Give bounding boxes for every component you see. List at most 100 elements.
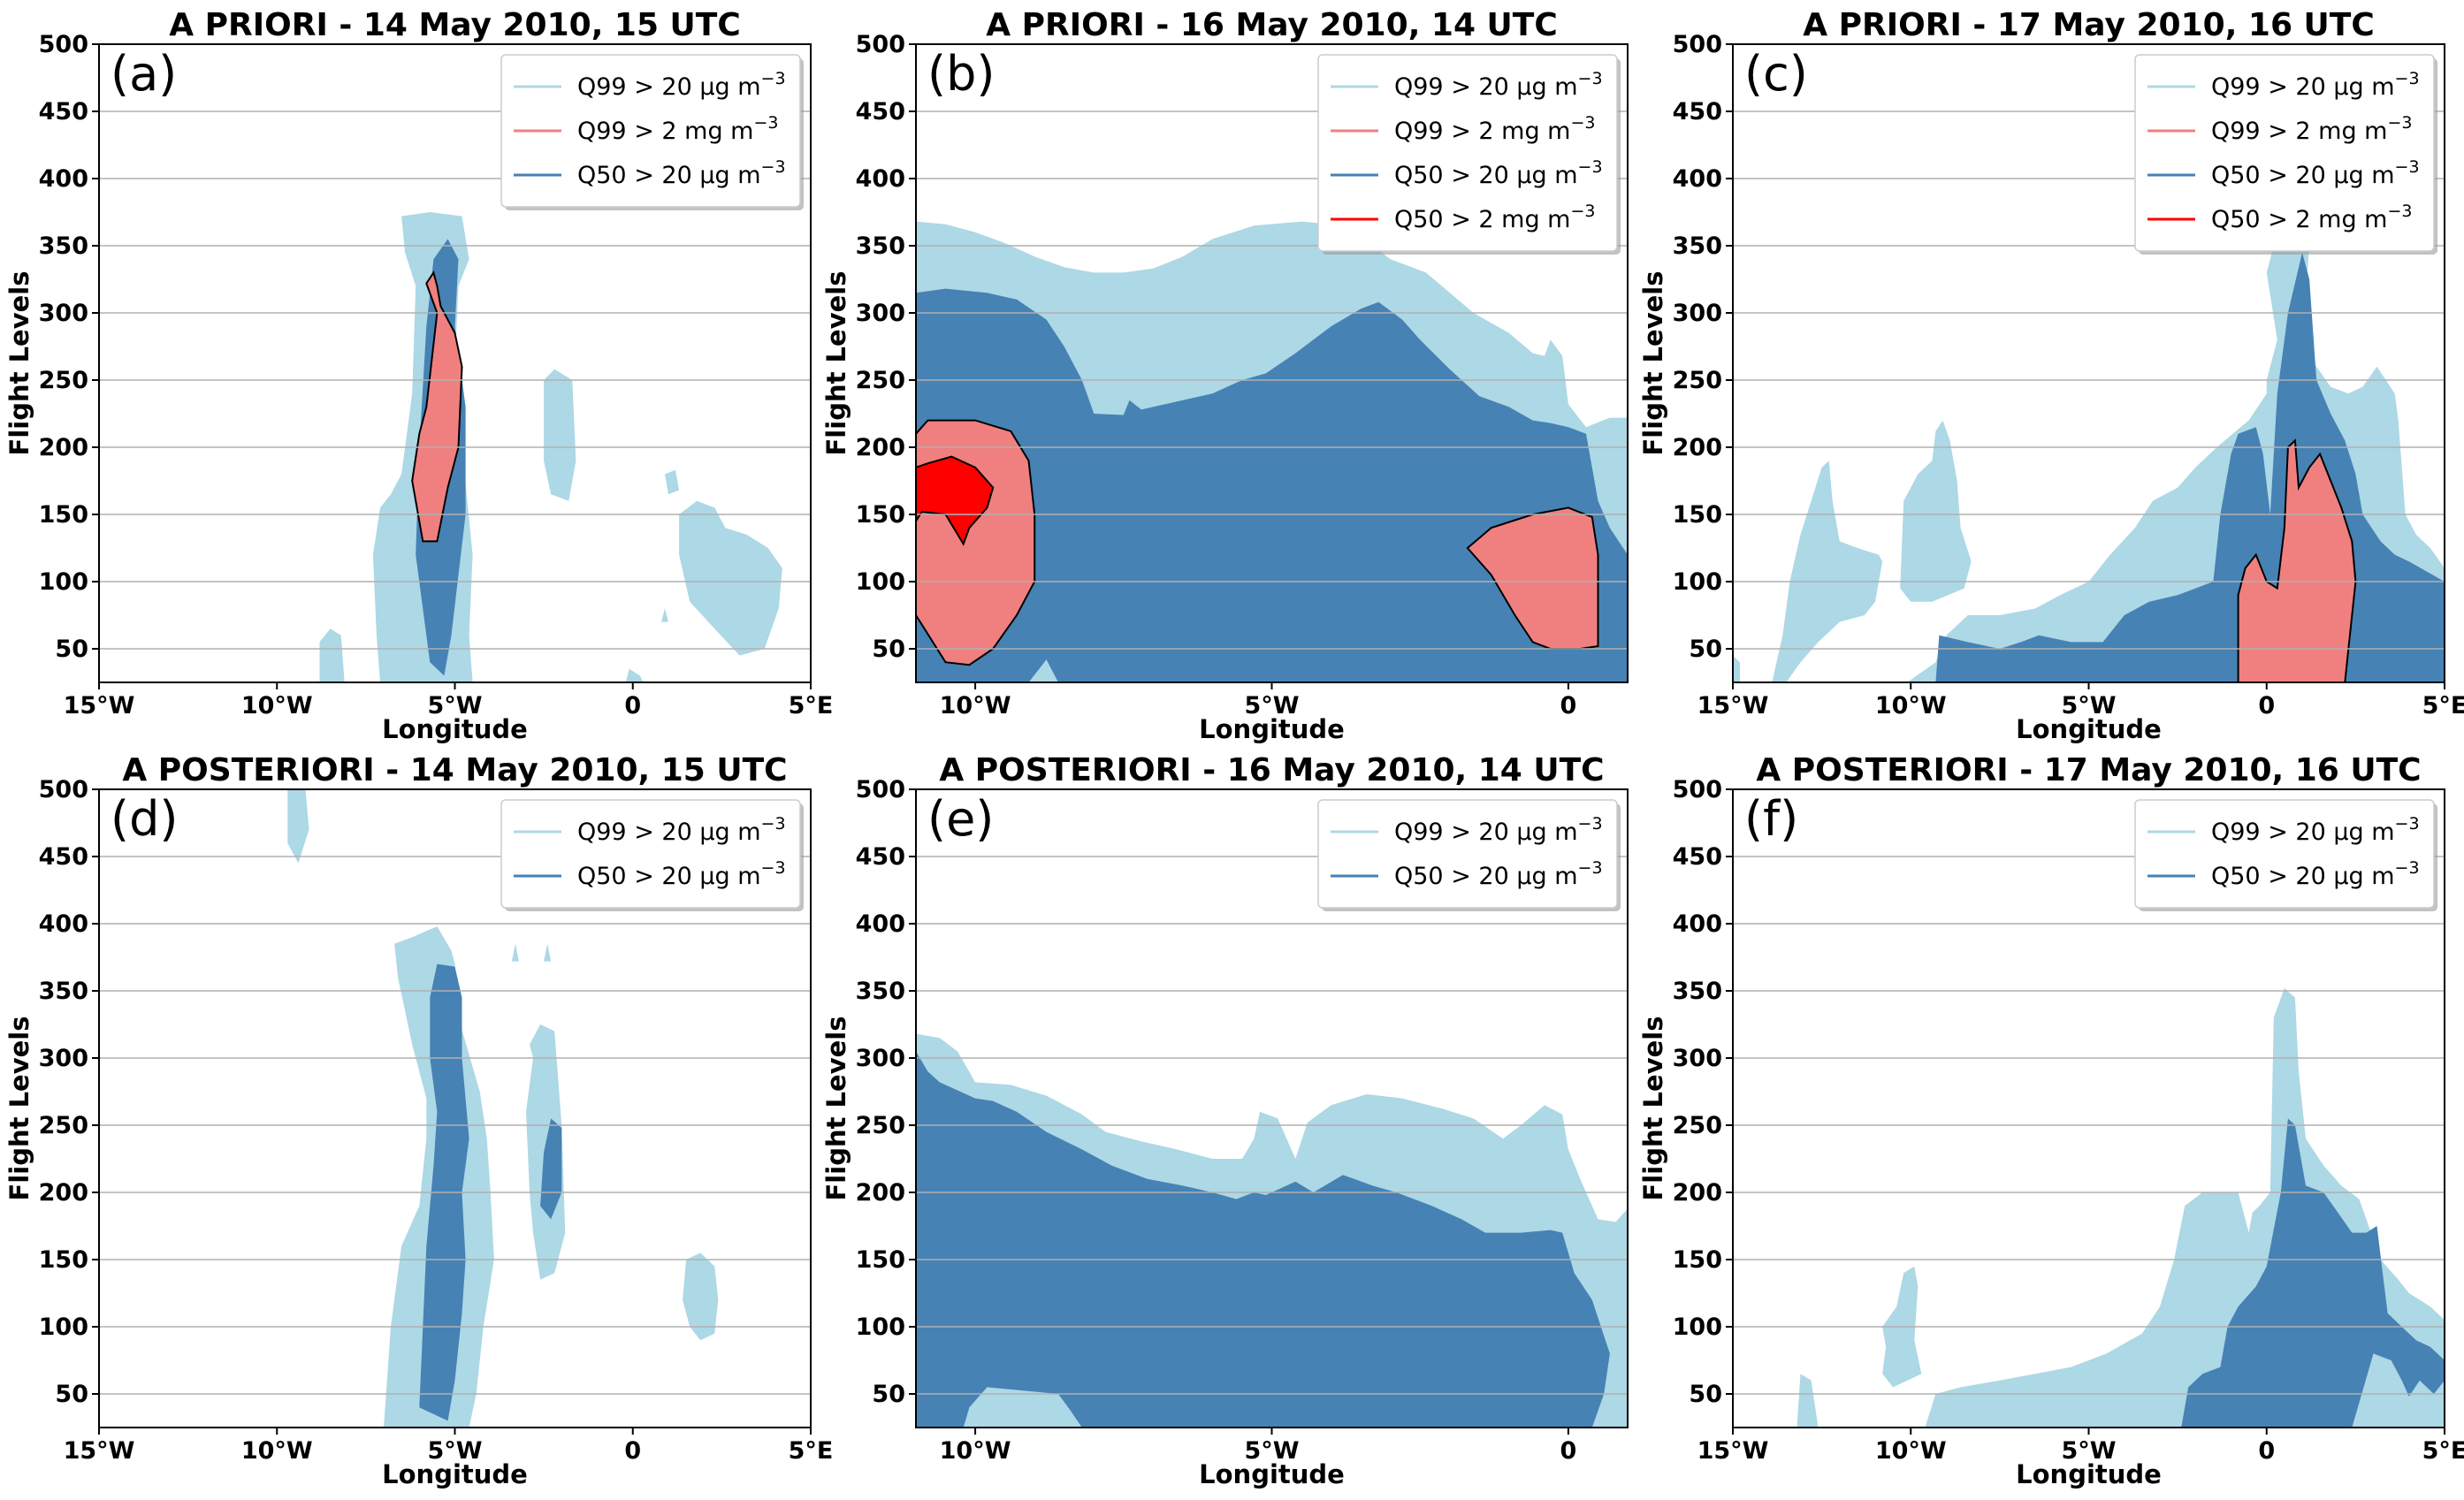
y-tick-label: 250 bbox=[39, 1112, 88, 1139]
contour-region-ug bbox=[1900, 420, 1972, 602]
y-tick-label: 300 bbox=[39, 1045, 88, 1072]
legend: Q99 > 20 μg m−3 Q99 > 2 mg m−3 Q50 > 20 μg… bbox=[2134, 54, 2437, 255]
contour-region-ug bbox=[665, 469, 680, 495]
x-tick-label: 5°W bbox=[2061, 1437, 2116, 1465]
x-axis-label: Longitude bbox=[382, 714, 528, 744]
y-tick-label: 400 bbox=[39, 910, 88, 938]
legend-label: Q50 > 20 μg m−3 bbox=[2211, 157, 2420, 189]
contour-region-ug bbox=[1028, 659, 1058, 682]
x-tick-label: 0 bbox=[624, 692, 641, 720]
panel-a: 50 100 150 200 250 300 350 400 450 500 15°W 10°W 5°W… bbox=[4, 7, 833, 744]
x-tick-label: 0 bbox=[1560, 692, 1577, 720]
contour-region-ug bbox=[544, 943, 552, 962]
panel-label: (c) bbox=[1744, 46, 1808, 102]
y-tick-label: 100 bbox=[1673, 568, 1722, 596]
contour-region-ug bbox=[287, 789, 309, 864]
panel-title: A POSTERIORI - 14 May 2010, 15 UTC bbox=[122, 752, 787, 788]
panel-label: (f) bbox=[1744, 791, 1798, 847]
legend-box bbox=[2134, 799, 2435, 909]
x-tick-label: 5°E bbox=[2422, 1437, 2464, 1465]
contour-region-mg bbox=[411, 270, 463, 543]
y-tick-label: 50 bbox=[1689, 1381, 1722, 1408]
contour-region-ug bbox=[2181, 1118, 2445, 1428]
x-tick-label: 15°W bbox=[1697, 692, 1769, 720]
y-tick-label: 350 bbox=[856, 232, 905, 260]
x-axis-label: Longitude bbox=[2016, 714, 2162, 744]
y-tick-label: 300 bbox=[1673, 1045, 1722, 1072]
x-axis-label: Longitude bbox=[1199, 1459, 1345, 1489]
y-tick-label: 100 bbox=[39, 1313, 88, 1341]
y-tick-label: 350 bbox=[39, 978, 88, 1005]
x-tick-label: 0 bbox=[2258, 692, 2275, 720]
x-tick-label: 5°W bbox=[427, 692, 482, 720]
x-tick-label: 0 bbox=[1560, 1437, 1577, 1465]
y-axis-label: Flight Levels bbox=[4, 1016, 34, 1201]
panel-d: 50 100 150 200 250 300 350 400 450 500 15°W 10°W 5°W… bbox=[4, 752, 833, 1489]
panel-f: 50 100 150 200 250 300 350 400 450 500 15°W 10°W 5°W… bbox=[1638, 752, 2464, 1489]
legend-label: Q99 > 2 mg m−3 bbox=[2211, 113, 2413, 145]
contour-region-ug bbox=[544, 369, 576, 501]
legend: Q99 > 20 μg m−3 Q99 > 2 mg m−3 Q50 > 20 μg… bbox=[500, 54, 804, 210]
panel-label: (a) bbox=[111, 46, 177, 102]
legend: Q99 > 20 μg m−3 Q50 > 20 μg m−3 bbox=[500, 799, 804, 911]
legend-box bbox=[2134, 54, 2435, 252]
x-tick-label: 5°E bbox=[789, 692, 834, 720]
y-tick-label: 200 bbox=[39, 434, 88, 461]
y-tick-label: 150 bbox=[39, 501, 88, 529]
y-tick-label: 450 bbox=[856, 98, 905, 126]
panel-b: 50 100 150 200 250 300 350 400 450 500 10°W 5°W 0 A P… bbox=[821, 7, 1629, 744]
legend-label: Q99 > 20 μg m−3 bbox=[577, 814, 786, 846]
y-tick-label: 300 bbox=[39, 300, 88, 327]
x-tick-label: 5°E bbox=[2422, 692, 2464, 720]
panel-label: (b) bbox=[927, 46, 995, 102]
y-tick-label: 200 bbox=[856, 434, 905, 461]
contour-region-ug bbox=[916, 1051, 1610, 1428]
contour-region-ug bbox=[916, 288, 1628, 682]
panel-c: 50 100 150 200 250 300 350 400 450 500 15°W 10°W 5°W… bbox=[1638, 7, 2464, 744]
contour-region-ug bbox=[1846, 582, 1861, 602]
panel-e: 50 100 150 200 250 300 350 400 450 500 10°W 5°W 0 A P… bbox=[821, 752, 1629, 1489]
y-tick-label: 500 bbox=[1673, 776, 1722, 803]
legend-label: Q99 > 20 μg m−3 bbox=[577, 69, 786, 101]
y-tick-label: 100 bbox=[856, 568, 905, 596]
y-tick-label: 250 bbox=[39, 367, 88, 394]
contour-regions bbox=[1733, 205, 2445, 682]
contour-region-ug bbox=[1772, 461, 1883, 682]
y-tick-label: 450 bbox=[856, 843, 905, 871]
y-tick-label: 450 bbox=[39, 843, 88, 871]
y-tick-label: 100 bbox=[1673, 1313, 1722, 1341]
contour-region-ug bbox=[1733, 655, 1740, 682]
contour-region-ug bbox=[679, 500, 782, 656]
y-tick-label: 250 bbox=[856, 1112, 905, 1139]
x-tick-label: 5°E bbox=[789, 1437, 834, 1465]
x-tick-label: 10°W bbox=[940, 692, 1011, 720]
y-tick-label: 200 bbox=[1673, 434, 1722, 461]
legend-label: Q50 > 2 mg m−3 bbox=[2211, 202, 2413, 233]
panel-title: A PRIORI - 14 May 2010, 15 UTC bbox=[169, 7, 741, 43]
y-axis-label: Flight Levels bbox=[1638, 1016, 1668, 1201]
contour-region-ug bbox=[511, 943, 519, 962]
contour-regions bbox=[916, 1033, 1628, 1428]
y-axis-label: Flight Levels bbox=[821, 271, 851, 456]
legend-box bbox=[1317, 799, 1618, 909]
y-tick-label: 50 bbox=[55, 1381, 88, 1408]
x-tick-label: 5°W bbox=[1244, 1437, 1299, 1465]
y-axis-label: Flight Levels bbox=[4, 271, 34, 456]
y-tick-label: 50 bbox=[872, 1381, 905, 1408]
ticks: 50 100 150 200 250 300 350 400 450 500 15°W 10°W 5°W… bbox=[1673, 776, 2464, 1465]
x-tick-label: 5°W bbox=[2061, 692, 2116, 720]
y-tick-label: 500 bbox=[856, 776, 905, 803]
legend-label: Q99 > 20 μg m−3 bbox=[2211, 69, 2420, 101]
y-tick-label: 200 bbox=[39, 1179, 88, 1207]
legend-box bbox=[1317, 54, 1618, 252]
contour-region-ug bbox=[319, 628, 345, 682]
x-tick-label: 15°W bbox=[1697, 1437, 1769, 1465]
y-tick-label: 150 bbox=[39, 1246, 88, 1274]
y-tick-label: 400 bbox=[1673, 165, 1722, 193]
x-axis-label: Longitude bbox=[2016, 1459, 2162, 1489]
y-tick-label: 150 bbox=[856, 1246, 905, 1274]
contour-region-ug bbox=[1797, 1374, 1819, 1428]
legend-label: Q99 > 20 μg m−3 bbox=[2211, 814, 2420, 846]
y-tick-label: 350 bbox=[39, 232, 88, 260]
x-tick-label: 10°W bbox=[940, 1437, 1011, 1465]
